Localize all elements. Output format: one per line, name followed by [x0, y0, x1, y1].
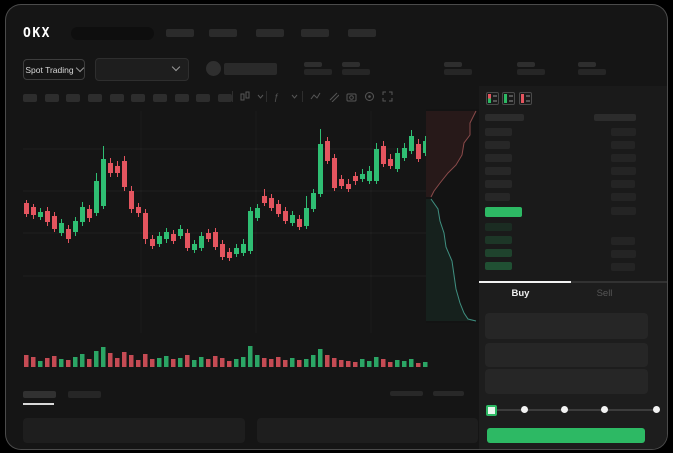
bottom-tab-active[interactable]: [23, 391, 56, 398]
app-window: OKX Spot Trading ƒ Buy Sell: [5, 4, 668, 450]
search-input[interactable]: [71, 27, 154, 40]
timeframe-button[interactable]: [218, 94, 232, 102]
toolbar-divider: [266, 91, 267, 102]
candlestick-chart: [23, 109, 479, 367]
ask-amount: [611, 180, 635, 188]
nav-item[interactable]: [209, 29, 237, 37]
bid-amount: [611, 250, 636, 258]
timeframe-button[interactable]: [175, 94, 189, 102]
ask-price[interactable]: [485, 141, 510, 149]
ask-price[interactable]: [485, 180, 512, 188]
bottom-action-placeholder: [433, 391, 464, 396]
chevron-down-icon[interactable]: [289, 91, 300, 102]
nav-item[interactable]: [256, 29, 284, 37]
svg-text:ƒ: ƒ: [274, 92, 279, 102]
bottom-tab[interactable]: [68, 391, 101, 398]
book-view-asks-icon[interactable]: [519, 92, 532, 105]
camera-icon[interactable]: [346, 91, 357, 102]
slider-step-dot[interactable]: [601, 406, 608, 413]
ob-header-amount: [594, 114, 636, 121]
total-field[interactable]: [485, 369, 648, 394]
settings-gear-icon[interactable]: [364, 91, 375, 102]
slider-handle[interactable]: [486, 405, 497, 416]
bid-price[interactable]: [485, 236, 512, 244]
slider-step-dot[interactable]: [561, 406, 568, 413]
ask-price[interactable]: [485, 154, 512, 162]
stat-label: [304, 62, 322, 67]
ask-amount: [611, 154, 636, 162]
price-placeholder: [224, 63, 277, 75]
orders-panel: [23, 418, 245, 443]
bid-price[interactable]: [485, 223, 512, 231]
ask-price[interactable]: [485, 167, 511, 175]
ask-amount: [611, 193, 636, 201]
stat-value: [444, 69, 472, 75]
line-type-icon[interactable]: [310, 91, 321, 102]
timeframe-button[interactable]: [131, 94, 145, 102]
timeframe-button[interactable]: [196, 94, 210, 102]
ask-price[interactable]: [485, 128, 512, 136]
toolbar-divider: [302, 91, 303, 102]
last-price-bar[interactable]: [485, 207, 522, 217]
ask-amount: [611, 141, 635, 149]
amount-slider-track[interactable]: [490, 409, 657, 411]
nav-item[interactable]: [166, 29, 194, 37]
ask-price[interactable]: [485, 193, 510, 201]
timeframe-button[interactable]: [66, 94, 80, 102]
ob-header-price: [485, 114, 524, 121]
slider-step-dot[interactable]: [653, 406, 660, 413]
chevron-down-icon[interactable]: [255, 91, 266, 102]
tab-buy[interactable]: Buy: [511, 288, 530, 299]
draw-icon[interactable]: [328, 91, 339, 102]
active-tab-indicator: [479, 281, 571, 283]
toolbar-divider: [232, 91, 233, 102]
stat-value: [517, 69, 545, 75]
stat-label: [517, 62, 535, 67]
timeframe-button[interactable]: [23, 94, 37, 102]
okx-logo: OKX: [23, 26, 51, 41]
book-view-bids-icon[interactable]: [502, 92, 515, 105]
positions-panel: [257, 418, 478, 443]
timeframe-button[interactable]: [153, 94, 167, 102]
candle-style-icon[interactable]: [240, 91, 251, 102]
bid-price[interactable]: [485, 262, 512, 270]
fullscreen-icon[interactable]: [382, 91, 393, 102]
market-type-selector[interactable]: Spot Trading: [23, 59, 85, 80]
coin-icon: [206, 61, 221, 76]
pair-selector[interactable]: [95, 58, 189, 81]
stat-label: [578, 62, 596, 67]
timeframe-button[interactable]: [110, 94, 124, 102]
stat-value: [578, 69, 606, 75]
book-view-combined-icon[interactable]: [486, 92, 499, 105]
chevron-down-icon: [171, 62, 181, 72]
stat-value: [342, 69, 370, 75]
chevron-down-icon: [75, 63, 84, 73]
bottom-tab-underline: [23, 403, 54, 405]
indicators-fx-icon[interactable]: ƒ: [273, 91, 284, 102]
ask-amount: [611, 128, 636, 136]
bid-price[interactable]: [485, 249, 512, 257]
stat-value: [304, 69, 332, 75]
price-field[interactable]: [485, 313, 648, 339]
stat-label: [342, 62, 360, 67]
stat-label: [444, 62, 462, 67]
mid-amount: [611, 207, 636, 215]
nav-item[interactable]: [348, 29, 376, 37]
slider-step-dot[interactable]: [521, 406, 528, 413]
timeframe-button[interactable]: [88, 94, 102, 102]
tab-divider: [479, 281, 667, 283]
bid-amount: [611, 263, 635, 271]
buy-submit-button[interactable]: [487, 428, 645, 443]
ask-amount: [611, 167, 636, 175]
nav-item[interactable]: [301, 29, 329, 37]
market-type-label: Spot Trading: [25, 64, 74, 75]
bottom-action-placeholder: [390, 391, 423, 396]
timeframe-button[interactable]: [45, 94, 59, 102]
bid-amount: [611, 237, 635, 245]
tab-sell[interactable]: Sell: [596, 288, 613, 299]
amount-field[interactable]: [485, 343, 648, 367]
